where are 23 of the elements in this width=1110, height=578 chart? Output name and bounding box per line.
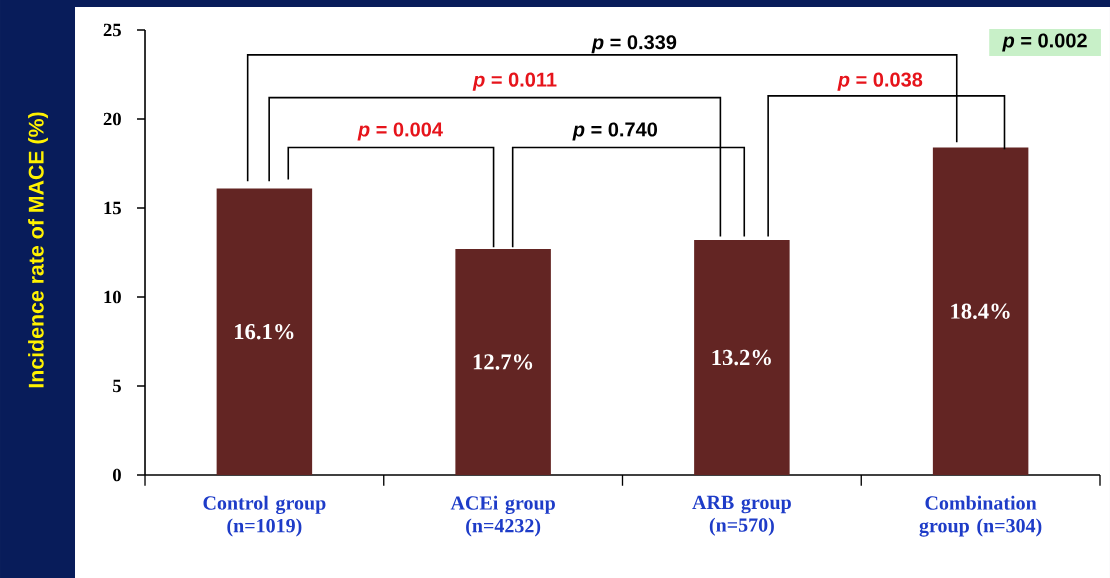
bar	[455, 248, 551, 475]
x-tick-label: ACEi group (n=4232)	[450, 495, 555, 537]
y-tick-label: 5	[113, 379, 121, 393]
annotation: p = 0.339	[591, 35, 677, 54]
annotation: p = 0.038	[837, 72, 923, 91]
annotation: p = 0.011	[472, 72, 557, 91]
annotation: p = 0.004	[357, 122, 443, 141]
y-tick-label: 25	[103, 23, 121, 37]
bar	[216, 188, 313, 475]
x-tick-label: Control group (n=1019)	[203, 495, 326, 537]
x-tick-label: Combination group (n=304)	[919, 495, 1042, 537]
data-label: 12.7%	[473, 354, 533, 370]
data-label: 18.4%	[951, 303, 1010, 319]
data-label: 13.2%	[712, 349, 771, 366]
y-tick-label: 20	[103, 112, 121, 126]
y-axis-title: Incidence rate of MACE (%)	[28, 112, 48, 388]
x-tick-label: ARB group (n=570)	[692, 495, 791, 536]
y-tick-label: 15	[104, 201, 121, 215]
annotation: p = 0.740	[572, 122, 658, 141]
annotation: p = 0.002	[1002, 33, 1087, 52]
y-tick-label: 10	[104, 290, 121, 304]
data-label: 16.1%	[235, 324, 294, 340]
y-tick-label: 0	[113, 468, 121, 482]
